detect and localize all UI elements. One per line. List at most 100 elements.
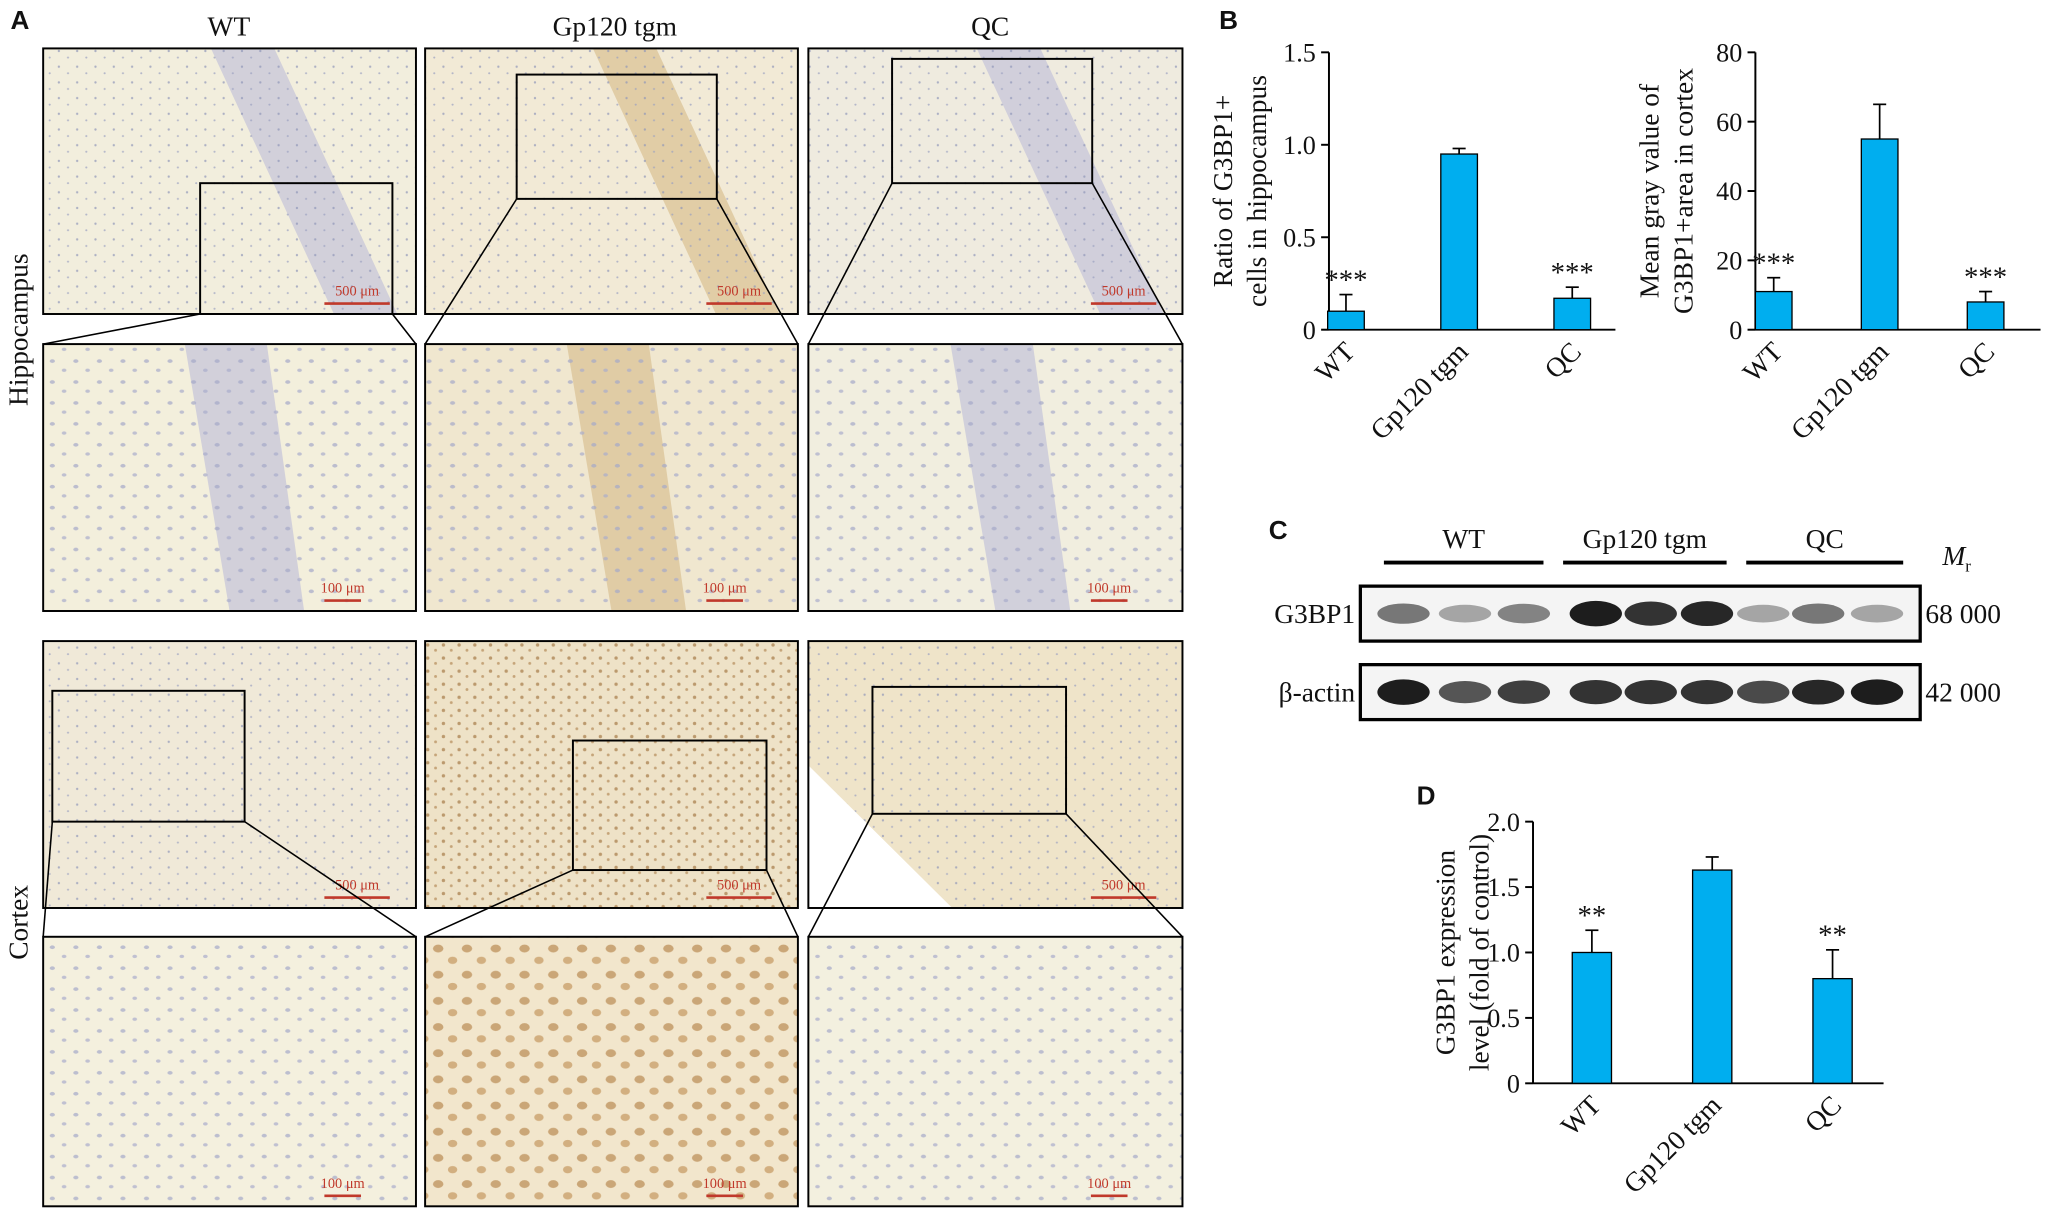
micrograph-frame bbox=[807, 935, 1184, 1208]
panel-label: A bbox=[10, 5, 29, 35]
tissue-edge bbox=[808, 765, 953, 908]
blot-band bbox=[1569, 680, 1622, 705]
lane-group-label: Gp120 tgm bbox=[1583, 524, 1707, 554]
blot-band bbox=[1792, 603, 1845, 624]
column-label: Gp120 tgm bbox=[553, 11, 677, 41]
micrograph-frame bbox=[807, 343, 1184, 612]
y-tick-label: 1.5 bbox=[1283, 38, 1316, 67]
blot-band bbox=[1377, 603, 1430, 624]
y-axis-label: Ratio of G3BP1+ bbox=[1208, 95, 1238, 288]
zoom-connector bbox=[42, 821, 54, 937]
micrograph-frame bbox=[807, 47, 1184, 315]
bar bbox=[1691, 869, 1733, 1084]
scale-bar-label: 500 μm bbox=[717, 878, 761, 894]
zoom-connector bbox=[765, 869, 799, 938]
zoom-box bbox=[515, 73, 718, 200]
panel-label: B bbox=[1219, 5, 1238, 35]
micrograph-texture bbox=[808, 48, 1183, 315]
scale-bar-label: 500 μm bbox=[717, 284, 761, 300]
significance-label: *** bbox=[1324, 264, 1367, 296]
zoom-box bbox=[571, 739, 768, 872]
micrograph-frame bbox=[424, 47, 799, 315]
y-axis-label: cells in hippocampus bbox=[1242, 75, 1272, 307]
scale-bar-label: 100 μm bbox=[321, 581, 365, 597]
micrograph-texture bbox=[425, 48, 798, 315]
y-tick-label: 80 bbox=[1716, 38, 1742, 67]
bar bbox=[1553, 297, 1592, 331]
significance-label: ** bbox=[1818, 920, 1847, 952]
zoom-connector bbox=[807, 813, 874, 938]
blot-band bbox=[1737, 604, 1790, 623]
protein-label: β-actin bbox=[1279, 677, 1356, 707]
blot-band bbox=[1497, 603, 1551, 624]
bar bbox=[1327, 310, 1365, 331]
bar bbox=[1860, 138, 1899, 331]
blot-band bbox=[1569, 600, 1622, 627]
zoom-box bbox=[891, 57, 1094, 185]
micrograph-texture bbox=[808, 936, 1183, 1207]
micrograph-frame bbox=[42, 640, 417, 909]
y-axis-label: level (fold of control) bbox=[1465, 834, 1495, 1071]
bar bbox=[1440, 153, 1479, 331]
y-axis-label: G3BP1+area in cortex bbox=[1669, 68, 1699, 314]
y-tick-label: 40 bbox=[1716, 177, 1742, 206]
y-axis-label: G3BP1 expression bbox=[1431, 850, 1461, 1056]
micrograph-texture bbox=[425, 344, 798, 611]
zoom-connector bbox=[807, 182, 893, 345]
panel-label: C bbox=[1269, 515, 1288, 545]
zoom-connector bbox=[1065, 813, 1184, 938]
scale-bar-label: 100 μm bbox=[703, 1176, 747, 1192]
micrograph-texture bbox=[43, 344, 416, 611]
significance-label: ** bbox=[1577, 900, 1606, 932]
zoom-connector bbox=[716, 198, 799, 345]
mr-symbol: M bbox=[1941, 541, 1967, 571]
column-label: QC bbox=[971, 11, 1009, 41]
y-tick-label: 0 bbox=[1729, 316, 1742, 345]
y-tick-label: 1.0 bbox=[1283, 131, 1316, 160]
row-label: Hippocampus bbox=[3, 253, 33, 406]
significance-label: *** bbox=[1752, 247, 1795, 279]
y-tick-label: 1.0 bbox=[1487, 939, 1520, 968]
micrograph-frame bbox=[424, 343, 799, 612]
scale-bar-label: 500 μm bbox=[335, 878, 379, 894]
panel-label: D bbox=[1417, 781, 1436, 811]
zoom-connector bbox=[244, 820, 417, 938]
x-tick-label: QC bbox=[1952, 336, 2000, 384]
micrograph-frame bbox=[42, 935, 417, 1208]
zoom-connector bbox=[43, 313, 201, 345]
micrograph-texture bbox=[43, 48, 416, 315]
micrograph-frame bbox=[807, 640, 1184, 909]
micrograph-texture bbox=[425, 936, 798, 1207]
x-tick-label: Gp120 tgm bbox=[1785, 336, 1894, 445]
x-tick-label: Gp120 tgm bbox=[1618, 1090, 1727, 1199]
mr-subscript: r bbox=[1965, 557, 1971, 576]
y-axis-label: Mean gray value of bbox=[1635, 83, 1665, 298]
zoom-connector bbox=[1091, 182, 1184, 345]
micrograph-frame bbox=[42, 343, 417, 612]
y-tick-label: 0.5 bbox=[1487, 1004, 1520, 1033]
y-tick-label: 60 bbox=[1716, 108, 1742, 137]
scale-bar-label: 500 μm bbox=[335, 284, 379, 300]
bar bbox=[1571, 951, 1613, 1084]
zoom-box bbox=[51, 689, 246, 823]
micrograph-texture bbox=[43, 936, 416, 1207]
significance-label: *** bbox=[1964, 261, 2007, 293]
y-tick-label: 2.0 bbox=[1487, 808, 1520, 837]
blot-band bbox=[1377, 679, 1430, 705]
x-tick-label: QC bbox=[1799, 1090, 1847, 1138]
x-tick-label: WT bbox=[1309, 336, 1361, 388]
bar bbox=[1754, 290, 1793, 331]
scale-bar-label: 100 μm bbox=[703, 581, 747, 597]
lane-group-label: WT bbox=[1442, 524, 1485, 554]
x-tick-label: WT bbox=[1737, 336, 1789, 388]
mass-label: 68 000 bbox=[1925, 599, 2001, 629]
significance-label: *** bbox=[1551, 257, 1594, 289]
micrograph-texture bbox=[425, 641, 798, 908]
lane-group-label: QC bbox=[1806, 524, 1844, 554]
scale-bar-label: 500 μm bbox=[1102, 284, 1146, 300]
scale-bar-label: 100 μm bbox=[321, 1176, 365, 1192]
column-label: WT bbox=[208, 11, 251, 41]
mass-label: 42 000 bbox=[1925, 677, 2001, 707]
